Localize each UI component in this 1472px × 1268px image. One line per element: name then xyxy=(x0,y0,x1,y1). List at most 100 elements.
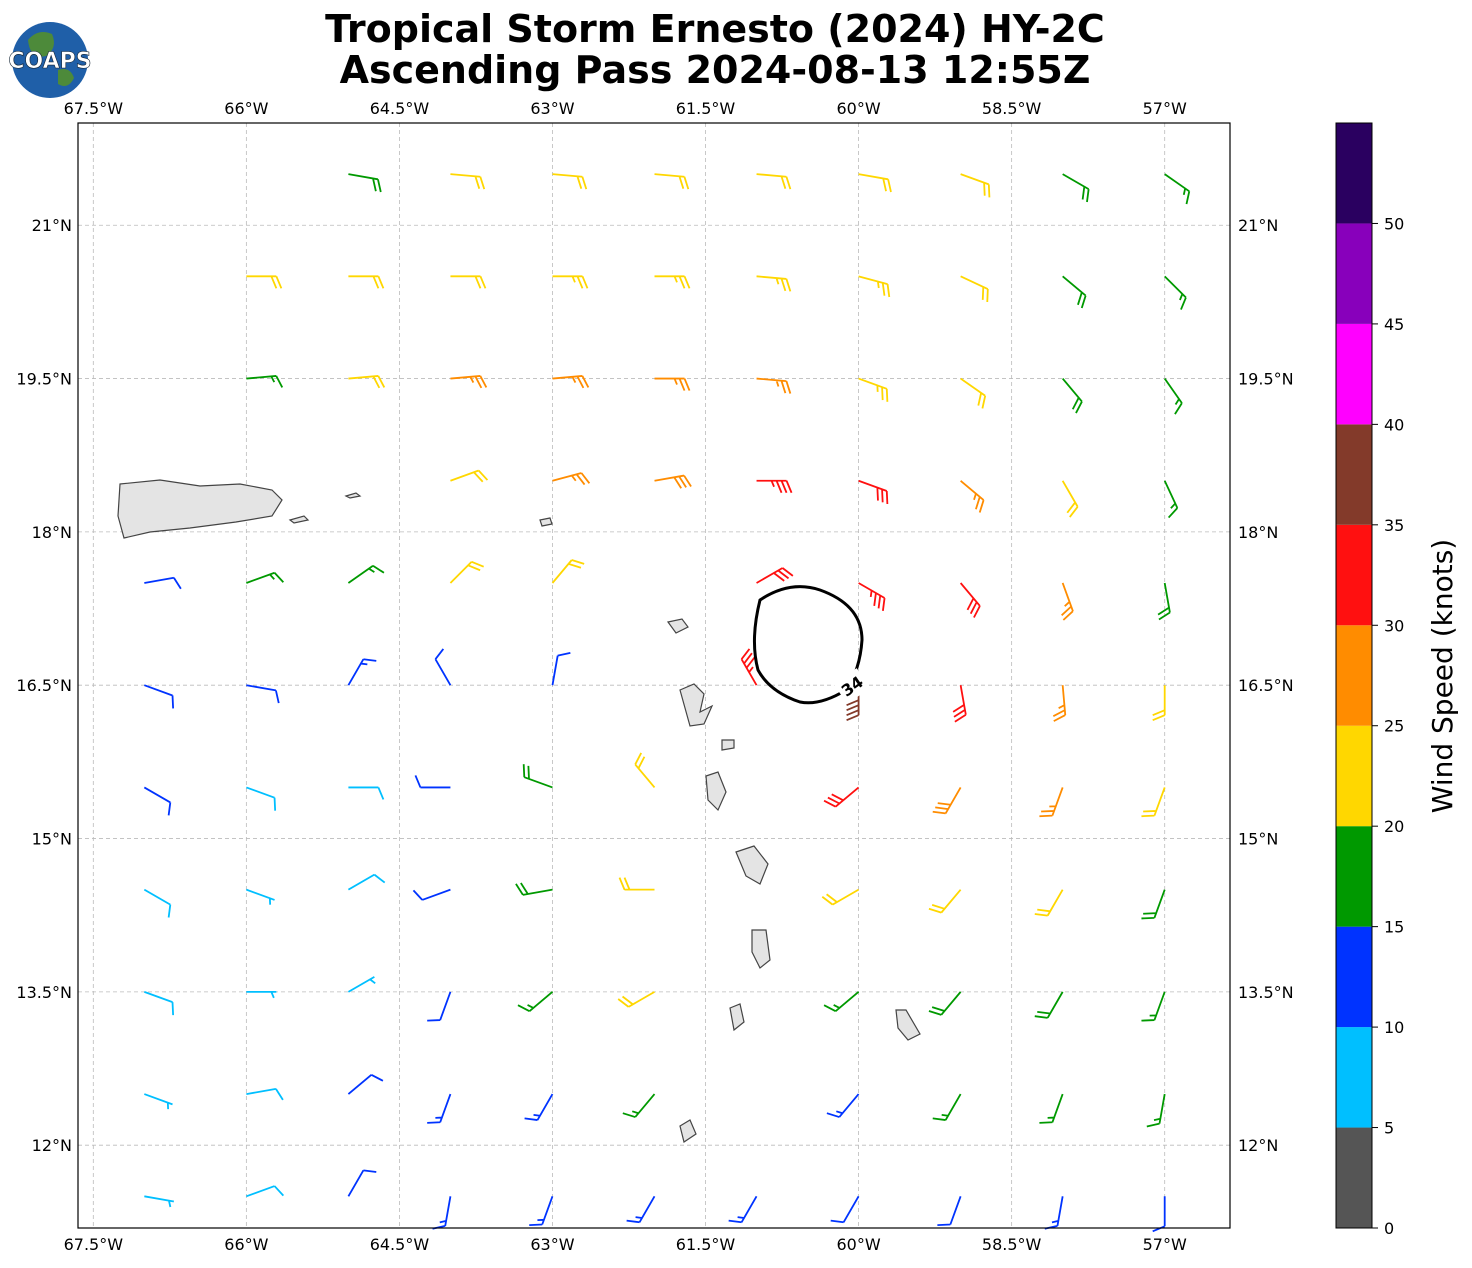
wind-barb xyxy=(756,479,793,494)
wind-barb xyxy=(414,775,451,789)
wind-barb xyxy=(348,173,382,193)
colorbar-tick-label: 20 xyxy=(1384,817,1404,836)
wind-barb xyxy=(450,469,489,483)
lon-label-top: 61.5°W xyxy=(676,99,736,118)
wind-barb xyxy=(246,786,277,811)
wind-barb xyxy=(928,991,962,1016)
wind-barb xyxy=(826,1093,860,1118)
lon-label-bottom: 66°W xyxy=(224,1235,268,1254)
wind-barb xyxy=(143,786,172,816)
lon-label-top: 64.5°W xyxy=(370,99,430,118)
wind-barb xyxy=(1163,480,1179,519)
wind-barb xyxy=(1062,275,1087,309)
wind-barb xyxy=(1061,582,1074,621)
wind-barb xyxy=(846,685,860,722)
logo-land xyxy=(28,32,74,86)
wind-barb xyxy=(728,1195,758,1224)
wind-barb xyxy=(144,991,175,1016)
wind-barb xyxy=(450,375,488,389)
colorbar-tick-label: 45 xyxy=(1384,315,1404,334)
wind-barb xyxy=(348,275,385,289)
contour-label: 34 xyxy=(838,672,867,700)
lat-label-right: 18°N xyxy=(1238,523,1278,542)
lon-label-bottom: 57°W xyxy=(1143,1235,1187,1254)
wind-barb xyxy=(552,173,588,190)
wind-barb xyxy=(858,275,891,298)
lon-label-bottom: 61.5°W xyxy=(676,1235,736,1254)
wind-barb xyxy=(756,567,794,584)
wind-barb xyxy=(1034,889,1064,917)
wind-barb xyxy=(1146,1093,1166,1128)
wind-barb xyxy=(960,480,985,513)
lon-label-bottom: 58.5°W xyxy=(982,1235,1042,1254)
map xyxy=(117,479,921,1143)
wind-barb xyxy=(618,877,655,891)
wind-barb xyxy=(823,786,860,808)
wind-barb xyxy=(626,1195,656,1224)
wind-barb xyxy=(432,1196,452,1230)
wind-barb xyxy=(427,991,452,1022)
wind-barb xyxy=(960,173,991,198)
lat-label-right: 19.5°N xyxy=(1238,370,1294,389)
wind-barb xyxy=(450,275,487,289)
colorbar-bin xyxy=(1336,123,1372,224)
lat-label-left: 15°N xyxy=(32,830,72,849)
wind-barb xyxy=(246,1087,284,1101)
title: Tropical Storm Ernesto (2024) HY-2C xyxy=(325,7,1105,51)
colorbar-tick-label: 5 xyxy=(1384,1119,1394,1138)
lat-label-left: 18°N xyxy=(32,523,72,542)
wind-barb xyxy=(144,684,175,709)
lon-label-top: 57°W xyxy=(1143,99,1187,118)
wind-barb xyxy=(551,651,571,686)
puerto-rico xyxy=(117,479,283,539)
wind-barb xyxy=(347,976,376,993)
wind-barb xyxy=(522,764,553,789)
wind-barb xyxy=(144,1195,175,1208)
wind-barb xyxy=(552,275,589,289)
wind-barb xyxy=(551,559,585,584)
wind-barb xyxy=(1039,1093,1064,1124)
wind-barb xyxy=(348,786,385,800)
wind-barb xyxy=(932,786,962,815)
map-frame xyxy=(77,122,1231,1229)
wind-barb xyxy=(959,582,981,618)
wind-barb xyxy=(427,1093,452,1124)
wind-barb xyxy=(928,889,962,914)
wind-barb xyxy=(1034,991,1064,1019)
wind-barb xyxy=(821,888,860,906)
wind-barb xyxy=(740,648,758,686)
wind-barb xyxy=(823,991,860,1012)
wind-barb xyxy=(952,685,967,723)
colorbar-bin xyxy=(1336,524,1372,626)
wind-barb xyxy=(1152,685,1166,722)
colorbar-bin xyxy=(1336,725,1372,827)
wind-barb xyxy=(1157,582,1171,621)
lat-label-left: 13.5°N xyxy=(16,983,72,1002)
wind-barb xyxy=(1062,173,1090,203)
colorbar-tick-label: 35 xyxy=(1384,516,1404,535)
wind-barb xyxy=(654,377,691,391)
lat-label-right: 15°N xyxy=(1238,830,1278,849)
lat-label-left: 16.5°N xyxy=(16,676,72,695)
lon-label-top: 67.5°W xyxy=(64,99,124,118)
islands xyxy=(288,492,921,1143)
wind-barb xyxy=(830,1195,860,1224)
colorbar-bin xyxy=(1336,826,1372,927)
lon-label-top: 63°W xyxy=(530,99,574,118)
lat-label-left: 12°N xyxy=(32,1136,72,1155)
lon-label-top: 66°W xyxy=(224,99,268,118)
wind-barb xyxy=(960,377,987,409)
colorbar-bin xyxy=(1336,1127,1372,1228)
lat-label-right: 21°N xyxy=(1238,216,1278,235)
logo: COAPS xyxy=(8,22,92,98)
wind-barb xyxy=(143,888,172,918)
colorbar-bin xyxy=(1336,323,1372,425)
lon-label-bottom: 67.5°W xyxy=(64,1235,124,1254)
wind-barb xyxy=(1044,1196,1064,1230)
lat-label-left: 21°N xyxy=(32,216,72,235)
lon-label-top: 58.5°W xyxy=(982,99,1042,118)
wind-barb xyxy=(858,377,889,402)
colorbar-tick-label: 40 xyxy=(1384,415,1404,434)
land xyxy=(117,479,921,1143)
wind-barb xyxy=(144,1093,173,1110)
